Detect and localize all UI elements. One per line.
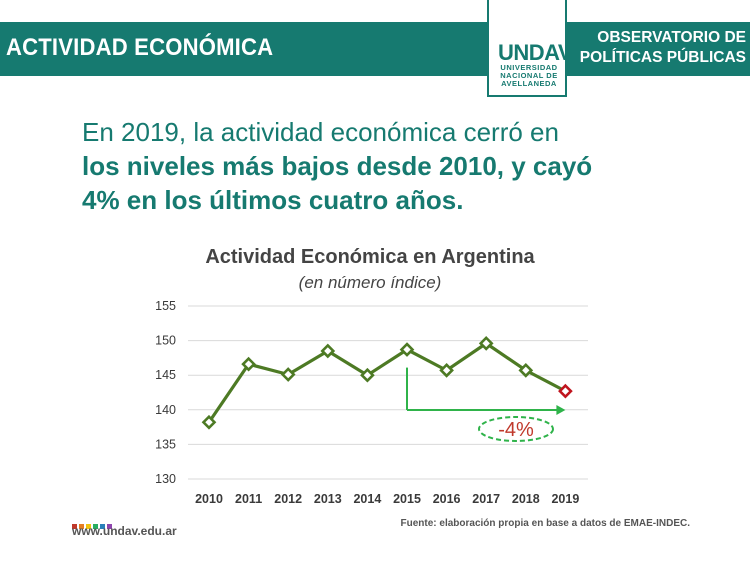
brand-dot — [107, 524, 112, 529]
headline-line-3: 4% en los últimos cuatro años. — [82, 183, 722, 217]
x-tick-label: 2016 — [433, 492, 461, 506]
website-link[interactable]: www.undav.edu.ar — [72, 524, 177, 538]
series-line — [207, 341, 567, 424]
logo-line-3: AVELLANEDA — [501, 79, 557, 88]
data-point — [241, 356, 256, 372]
logo-line-1: UNIVERSIDAD — [500, 63, 558, 72]
y-tick-label: 155 — [155, 299, 176, 313]
chart-subtitle: (en número índice) — [298, 273, 442, 292]
brand-dot — [79, 524, 84, 529]
brand-dot — [93, 524, 98, 529]
x-tick-label: 2012 — [274, 492, 302, 506]
observatory-line-1: OBSERVATORIO DE — [597, 29, 746, 46]
data-point — [439, 363, 454, 378]
brand-dot — [86, 524, 91, 529]
header-bar — [0, 22, 750, 76]
y-tick-label: 140 — [155, 403, 176, 417]
x-tick-label: 2011 — [235, 492, 262, 506]
x-tick-label: 2013 — [314, 492, 342, 506]
chart-title: Actividad Económica en Argentina — [205, 246, 535, 268]
data-point — [280, 367, 296, 382]
y-tick-label: 135 — [155, 437, 176, 451]
y-tick-label: 150 — [155, 334, 176, 348]
headline: En 2019, la actividad económica cerró en… — [82, 115, 722, 217]
x-tick-label: 2014 — [353, 492, 381, 506]
data-point-highlight — [558, 383, 573, 399]
logo-mark: UNDAV — [498, 40, 573, 65]
brand-dots — [72, 516, 114, 534]
brand-dot — [72, 524, 77, 529]
undav-logo[interactable]: UNDAV UNIVERSIDAD NACIONAL DE AVELLANEDA — [487, 0, 573, 97]
observatory-title: OBSERVATORIO DE POLÍTICAS PÚBLICAS — [574, 28, 746, 68]
x-tick-label: 2017 — [472, 492, 500, 506]
data-point — [360, 367, 375, 383]
headline-line-3-text: 4% en los últimos cuatro años — [82, 185, 457, 215]
x-tick-label: 2018 — [512, 492, 540, 506]
x-tick-label: 2010 — [195, 492, 223, 506]
data-point — [399, 342, 415, 357]
annotation-ellipse — [478, 416, 554, 442]
headline-line-1: En 2019, la actividad económica cerró en — [82, 117, 559, 147]
data-point — [518, 363, 534, 378]
logo-line-2: NACIONAL DE — [500, 71, 558, 80]
annotation-label: -4% — [498, 419, 534, 441]
section-title: ACTIVIDAD ECONÓMICA — [6, 34, 274, 61]
data-point — [320, 343, 336, 359]
headline-period: . — [456, 185, 464, 215]
source-note: Fuente: elaboración propia en base a dat… — [400, 518, 691, 529]
x-tick-label: 2015 — [393, 492, 421, 506]
observatory-line-2: POLÍTICAS PÚBLICAS — [579, 49, 746, 66]
brand-dot — [100, 524, 105, 529]
y-tick-label: 130 — [155, 472, 176, 486]
y-tick-label: 145 — [155, 368, 176, 382]
x-tick-label: 2019 — [551, 492, 579, 506]
headline-line-2: los niveles más bajos desde 2010, y cayó — [82, 151, 593, 181]
data-point — [478, 336, 494, 351]
data-point — [201, 414, 217, 430]
annotation-arrowhead — [556, 405, 566, 415]
